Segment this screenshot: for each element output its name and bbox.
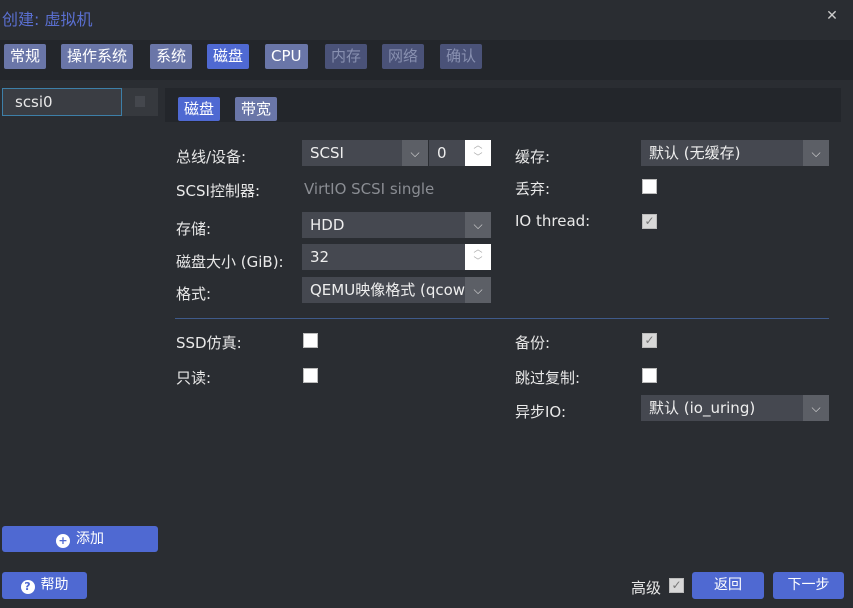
close-icon[interactable]: ✕ [826, 8, 838, 24]
add-disk-button[interactable]: + 添加 [2, 526, 158, 552]
tab-bar [0, 40, 853, 80]
cache-label: 缓存: [515, 148, 551, 166]
chevron-down-icon[interactable]: ⌵ [803, 395, 829, 421]
async-io-label: 异步IO: [515, 403, 567, 421]
window-title: 创建: 虚拟机 [2, 10, 93, 29]
bus-label: 总线/设备: [176, 148, 247, 166]
back-button[interactable]: 返回 [692, 572, 764, 599]
subtab-disk[interactable]: 磁盘 [178, 97, 221, 121]
iothread-label: IO thread: [515, 212, 591, 230]
chevron-down-icon[interactable]: ⌵ [465, 277, 491, 303]
discard-label: 丢弃: [515, 180, 551, 198]
tab-disk[interactable]: 磁盘 [207, 44, 250, 69]
readonly-checkbox[interactable] [303, 368, 318, 383]
subtab-bar [165, 88, 841, 122]
spinner-icon[interactable]: ︿ ﹀ [465, 140, 491, 166]
subtab-bandwidth[interactable]: 带宽 [235, 97, 278, 121]
skip-replication-checkbox[interactable] [642, 368, 657, 383]
plus-circle-icon: + [56, 534, 70, 548]
chevron-down-icon[interactable]: ⌵ [402, 140, 428, 166]
discard-checkbox[interactable] [642, 179, 657, 194]
add-label: 添加 [76, 531, 104, 547]
backup-checkbox[interactable]: ✓ [642, 333, 657, 348]
question-circle-icon: ? [20, 580, 35, 594]
cache-select[interactable]: 默认 (无缓存) [641, 140, 803, 166]
storage-select[interactable]: HDD [302, 212, 465, 238]
ssd-label: SSD仿真: [176, 334, 242, 352]
size-input[interactable]: 32 [302, 244, 465, 270]
disk-list-item[interactable]: scsi0 [2, 88, 122, 116]
format-label: 格式: [176, 285, 212, 303]
trash-icon [135, 96, 145, 107]
bus-select[interactable]: SCSI [302, 140, 402, 166]
backup-label: 备份: [515, 334, 551, 352]
device-input[interactable]: 0 [429, 140, 465, 166]
tab-confirm: 确认 [440, 44, 483, 69]
tab-cpu[interactable]: CPU [265, 44, 308, 69]
iothread-checkbox[interactable]: ✓ [642, 214, 657, 229]
size-label: 磁盘大小 (GiB): [176, 253, 284, 271]
controller-value: VirtIO SCSI single [304, 180, 435, 198]
chevron-down-icon[interactable]: ⌵ [465, 212, 491, 238]
spinner-icon[interactable]: ︿ ﹀ [465, 244, 491, 270]
tab-general[interactable]: 常规 [4, 44, 47, 69]
storage-label: 存储: [176, 220, 212, 238]
skip-replication-label: 跳过复制: [515, 369, 581, 387]
delete-disk-button[interactable] [122, 88, 158, 116]
controller-label: SCSI控制器: [176, 182, 260, 200]
advanced-checkbox[interactable]: ✓ [669, 578, 684, 593]
format-select[interactable]: QEMU映像格式 (qcow2) [302, 277, 465, 303]
async-io-select[interactable]: 默认 (io_uring) [641, 395, 803, 421]
tab-os[interactable]: 操作系统 [61, 44, 134, 69]
readonly-label: 只读: [176, 369, 212, 387]
disk-list-panel [0, 80, 160, 608]
ssd-checkbox[interactable] [303, 333, 318, 348]
help-label: 帮助 [40, 577, 69, 593]
advanced-label: 高级 [631, 579, 662, 597]
tab-system[interactable]: 系统 [150, 44, 193, 69]
tab-memory: 内存 [325, 44, 368, 69]
tab-network: 网络 [382, 44, 425, 69]
divider [175, 318, 829, 319]
next-button[interactable]: 下一步 [773, 572, 844, 599]
chevron-down-icon[interactable]: ⌵ [803, 140, 829, 166]
help-button[interactable]: ? 帮助 [2, 572, 87, 599]
